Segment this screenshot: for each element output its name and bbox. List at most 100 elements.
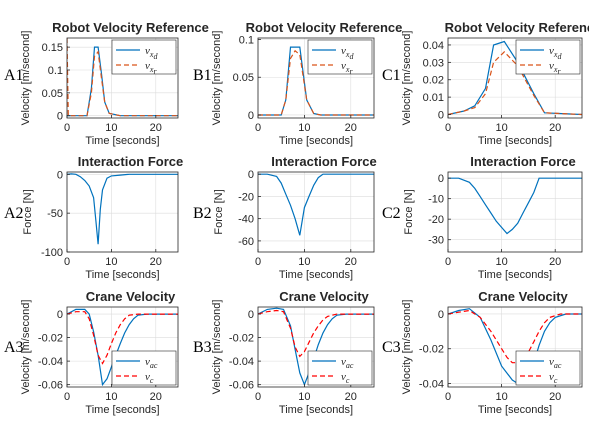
y-tick-label: 0: [57, 111, 63, 123]
series-line-v-x-r: [67, 38, 178, 117]
axes-frame: [447, 37, 583, 119]
panel-label: C1: [382, 67, 401, 84]
axes-frame: [257, 37, 375, 119]
x-axis-label: Time [seconds]: [279, 404, 353, 416]
y-tick-label: -0.02: [419, 344, 444, 356]
panel-label: A2: [4, 205, 24, 222]
y-tick-label: -0.06: [38, 380, 63, 392]
y-tick-label: 0.05: [233, 72, 254, 84]
panel-label: B2: [193, 205, 212, 222]
chart-title: Robot Velocity Reference: [445, 20, 589, 35]
x-tick-label: 0: [445, 256, 451, 268]
panel-label: B3: [193, 339, 212, 356]
series-line-force: [258, 173, 374, 236]
legend-label: vxd: [145, 45, 158, 61]
axes-frame: [257, 306, 375, 388]
x-tick-label: 20: [345, 122, 357, 134]
legend-label: vc: [341, 371, 350, 385]
y-tick-label: 0.1: [48, 65, 63, 77]
x-tick-label: 20: [549, 256, 561, 268]
y-tick-label: 0: [57, 309, 63, 321]
legend-label: vxd: [341, 45, 354, 61]
y-tick-label: -10: [428, 194, 444, 206]
x-tick-label: 10: [298, 391, 310, 403]
y-tick-label: 0: [248, 169, 254, 181]
x-tick-label: 0: [64, 122, 70, 134]
legend-box: [515, 350, 581, 386]
chart-title: Crane Velocity: [279, 289, 369, 304]
legend-label: vac: [145, 356, 158, 370]
legend-box: [111, 39, 177, 75]
series-line-v-c: [67, 311, 178, 365]
legend-label: vac: [549, 356, 562, 370]
x-axis-label: Time [seconds]: [478, 404, 552, 416]
y-tick-label: -0.04: [38, 356, 63, 368]
x-axis-label: Time [seconds]: [478, 135, 552, 147]
plot-area: [448, 172, 582, 252]
x-tick-label: 10: [495, 256, 507, 268]
x-tick-label: 10: [495, 391, 507, 403]
axes-frame: [66, 171, 179, 253]
chart-title: Crane Velocity: [86, 289, 176, 304]
y-tick-label: -0.02: [38, 333, 63, 345]
legend-label: vc: [145, 371, 154, 385]
legend-label: vxd: [549, 45, 562, 61]
y-tick-label: -50: [47, 208, 63, 220]
y-tick-label: 0.04: [423, 40, 444, 52]
x-tick-label: 0: [64, 391, 70, 403]
y-tick-label: 0.05: [42, 88, 63, 100]
y-axis-label: Velocity [m/second]: [211, 300, 223, 395]
chart-title: Robot Velocity Reference: [246, 20, 403, 35]
x-tick-label: 10: [105, 391, 117, 403]
x-tick-label: 20: [549, 122, 561, 134]
legend-box: [307, 350, 373, 386]
plot-area: [258, 172, 374, 252]
x-tick-label: 0: [64, 256, 70, 268]
y-tick-label: 0: [438, 309, 444, 321]
y-axis-label: Velocity [m/second]: [401, 300, 413, 395]
y-tick-label: 0.02: [423, 75, 444, 87]
legend-label: vxr: [549, 60, 561, 76]
x-tick-label: 10: [105, 256, 117, 268]
panel-label: A3: [4, 339, 24, 356]
panel-label: A1: [4, 67, 24, 84]
x-tick-label: 20: [150, 391, 162, 403]
y-tick-label: -60: [238, 236, 254, 248]
series-line-v-c: [448, 309, 582, 364]
chart-panel-a3: A3 0 10 20 0 -0.02 -0.04 -0.06 Crane Velocity Tim…: [4, 289, 179, 416]
y-tick-label: -40: [238, 214, 254, 226]
chart-title: Interaction Force: [78, 154, 183, 169]
chart-panel-c2: C2 0 10 20 0 -10 -20 -30 Interaction Force Time […: [382, 154, 583, 281]
x-axis-label: Time [seconds]: [85, 269, 159, 281]
x-axis-label: Time [seconds]: [279, 269, 353, 281]
y-tick-label: 0: [438, 110, 444, 122]
x-tick-label: 0: [255, 391, 261, 403]
y-tick-label: -0.06: [229, 380, 254, 392]
axes-frame: [66, 37, 179, 119]
x-axis-label: Time [seconds]: [478, 269, 552, 281]
x-axis-label: Time [seconds]: [279, 135, 353, 147]
y-axis-label: Force [N]: [22, 189, 34, 234]
y-tick-label: 0: [248, 309, 254, 321]
axes-frame: [447, 306, 583, 388]
chart-panel-c3: C3 0 10 20 0 -0.02 -0.04 Crane Velocity Time [se…: [382, 289, 583, 416]
legend-label: vac: [341, 356, 354, 370]
chart-title: Interaction Force: [271, 154, 376, 169]
y-axis-label: Force [N]: [403, 189, 415, 234]
axes-frame: [257, 171, 375, 253]
x-tick-label: 10: [298, 122, 310, 134]
y-tick-label: -20: [238, 191, 254, 203]
axes-frame: [447, 171, 583, 253]
y-tick-label: -30: [428, 235, 444, 247]
chart-panel-b3: B3 0 10 20 0 -0.02 -0.04 -0.06 Crane Velocity Tim…: [193, 289, 375, 416]
series-line-v-x-r: [258, 49, 374, 116]
y-axis-label: Force [N]: [213, 189, 225, 234]
chart-panel-a2: A2 0 10 20 0 -50 -100 Interaction Force Time [se…: [4, 154, 183, 281]
series-line-v-ac: [67, 308, 178, 387]
x-tick-label: 0: [445, 122, 451, 134]
series-line-v-c: [258, 309, 374, 358]
